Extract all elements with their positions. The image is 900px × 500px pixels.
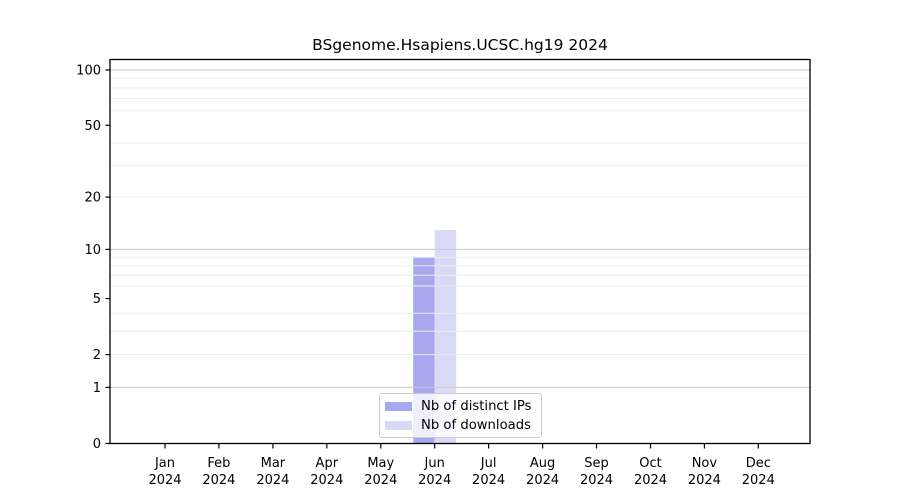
x-tick-label-year: 2024 [364, 473, 397, 488]
x-tick-label-year: 2024 [742, 473, 775, 488]
x-tick-label-month: May [367, 456, 394, 471]
x-tick-label-year: 2024 [148, 473, 181, 488]
y-tick-label: 20 [84, 191, 101, 206]
x-tick-label-year: 2024 [526, 473, 559, 488]
downloads-swatch-icon [385, 420, 412, 431]
legend-label: Nb of distinct IPs [421, 398, 532, 414]
x-tick-label-month: Mar [261, 456, 286, 471]
y-tick-label: 50 [84, 119, 101, 134]
y-tick-label: 2 [93, 348, 101, 363]
x-tick-label-year: 2024 [256, 473, 289, 488]
legend-label: Nb of downloads [421, 417, 531, 433]
x-tick-label-month: Dec [746, 456, 771, 471]
x-tick-label-month: Oct [639, 456, 661, 471]
bar-nb-of-downloads-jun [434, 229, 457, 444]
x-tick-label-month: Jul [480, 456, 497, 471]
x-tick-label-year: 2024 [202, 473, 235, 488]
x-tick-label-month: Feb [207, 456, 230, 471]
chart-title: BSgenome.Hsapiens.UCSC.hg19 2024 [312, 36, 608, 54]
y-tick-label: 5 [93, 292, 101, 307]
legend: Nb of distinct IPs Nb of downloads [379, 393, 542, 438]
y-tick-label: 100 [76, 64, 101, 79]
x-tick-label-year: 2024 [472, 473, 505, 488]
x-tick-label-year: 2024 [688, 473, 721, 488]
y-tick-label: 0 [93, 437, 101, 452]
x-tick-label-year: 2024 [634, 473, 667, 488]
x-tick-label-year: 2024 [418, 473, 451, 488]
x-tick-label-year: 2024 [310, 473, 343, 488]
x-tick-label-month: Jan [154, 456, 175, 471]
legend-entry-distinct-ips: Nb of distinct IPs [380, 397, 541, 416]
x-tick-label-month: Nov [692, 456, 718, 471]
x-tick-label-month: Jun [424, 456, 445, 471]
x-tick-label-month: Sep [584, 456, 609, 471]
distinct-ips-swatch-icon [385, 401, 412, 412]
plot-border [109, 58, 811, 445]
legend-entry-downloads: Nb of downloads [380, 416, 541, 435]
x-tick-label-month: Apr [316, 456, 339, 471]
x-tick-label-year: 2024 [580, 473, 613, 488]
y-tick-label: 1 [93, 381, 101, 396]
y-tick-label: 10 [84, 243, 101, 258]
x-tick-label-month: Aug [530, 456, 555, 471]
